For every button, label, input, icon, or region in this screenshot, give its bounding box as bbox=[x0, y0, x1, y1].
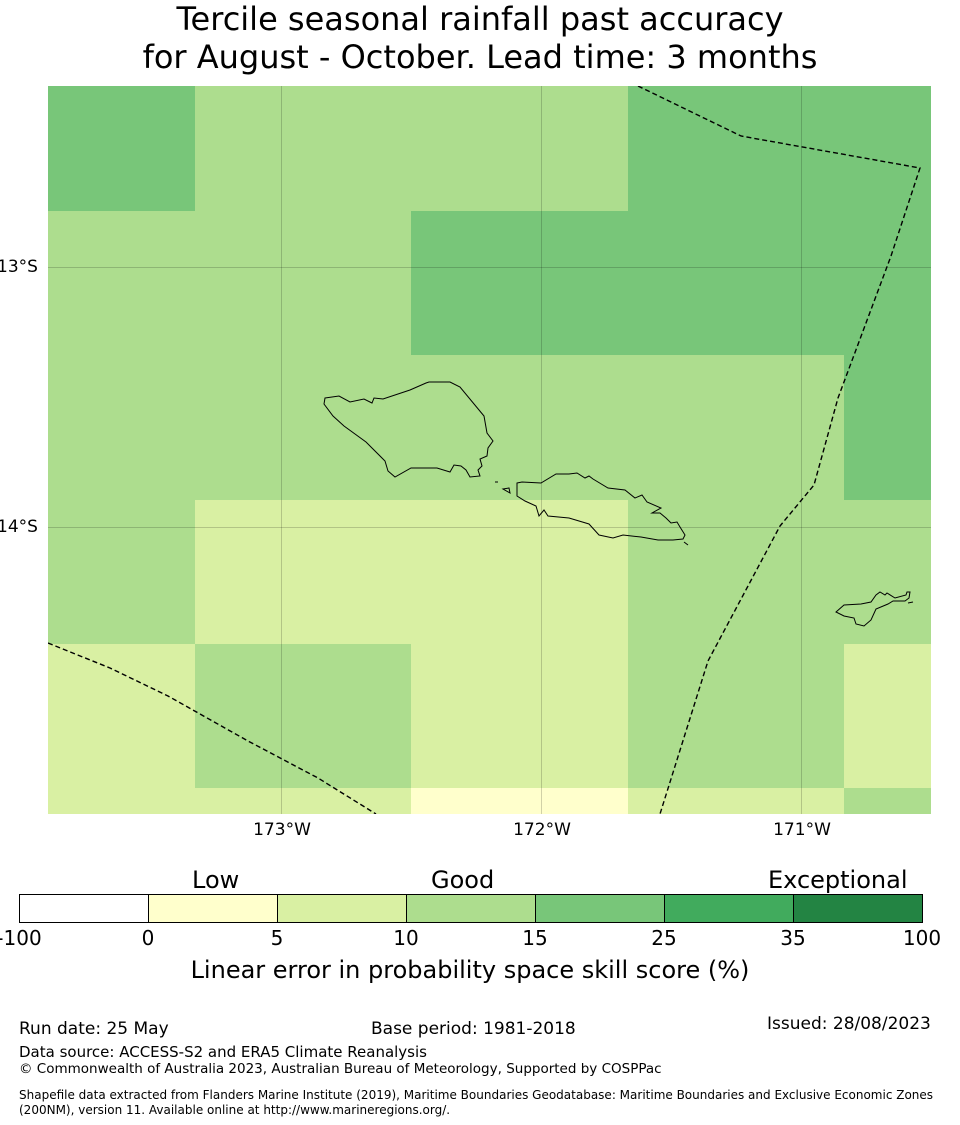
colorbar-tick-label: 0 bbox=[141, 926, 155, 950]
colorbar-segment bbox=[406, 894, 535, 923]
map-cell bbox=[844, 500, 931, 644]
run-date: Run date: 25 May bbox=[19, 1019, 169, 1039]
meridian-173w bbox=[281, 86, 282, 814]
tutuila-island-outline bbox=[835, 591, 911, 627]
map-cell bbox=[48, 355, 195, 500]
title-line-1: Tercile seasonal rainfall past accuracy bbox=[176, 0, 784, 38]
map-cell bbox=[411, 788, 628, 814]
map-cell bbox=[411, 644, 628, 788]
map-cell bbox=[844, 788, 931, 814]
meridian-171w bbox=[801, 86, 802, 814]
upolu-island-outline bbox=[516, 472, 686, 541]
colorbar-tick-label: 5 bbox=[270, 926, 284, 950]
map-overlay bbox=[48, 86, 921, 814]
map-cell bbox=[628, 355, 844, 500]
map-cell bbox=[411, 211, 628, 355]
title-line-2: for August - October. Lead time: 3 month… bbox=[142, 38, 818, 76]
map-cell bbox=[628, 211, 844, 355]
colorbar-category-low: Low bbox=[192, 866, 240, 894]
colorbar-tick-label: 100 bbox=[902, 926, 942, 950]
colorbar-tick-label: 25 bbox=[651, 926, 677, 950]
issued-date: Issued: 28/08/2023 bbox=[767, 1014, 931, 1034]
map-cell bbox=[195, 500, 411, 644]
map-cell bbox=[195, 788, 411, 814]
colorbar-category-exceptional: Exceptional bbox=[768, 866, 908, 894]
map-cell bbox=[48, 644, 195, 788]
lon-label-171w: 171°W bbox=[773, 820, 831, 840]
colorbar-tick-label: 35 bbox=[780, 926, 806, 950]
parallel-14s bbox=[48, 527, 931, 528]
map-cell bbox=[844, 86, 931, 211]
lat-label-13s: 13°S bbox=[0, 257, 38, 277]
map-cell bbox=[195, 86, 411, 211]
parallel-13s bbox=[48, 267, 931, 268]
shapefile-credit-line-1: Shapefile data extracted from Flanders M… bbox=[19, 1088, 934, 1102]
colorbar-segment bbox=[793, 894, 923, 923]
eez-boundaries bbox=[48, 86, 921, 814]
map-cell bbox=[411, 355, 628, 500]
colorbar-tick-label: -100 bbox=[0, 926, 42, 950]
map-cell bbox=[628, 788, 844, 814]
niuatoputapu-fragment bbox=[683, 541, 689, 546]
map-cell bbox=[411, 500, 628, 644]
colorbar-segment bbox=[277, 894, 406, 923]
map-cell bbox=[844, 211, 931, 355]
colorbar-tick-label: 10 bbox=[393, 926, 419, 950]
colorbar-segment bbox=[535, 894, 664, 923]
lat-label-14s: 14°S bbox=[0, 517, 38, 537]
coastlines bbox=[323, 381, 914, 627]
colorbar-segment bbox=[19, 894, 148, 923]
map-cell bbox=[411, 86, 628, 211]
aunuu-island-outline bbox=[907, 601, 914, 604]
map-cell bbox=[628, 644, 844, 788]
map-cell bbox=[48, 211, 195, 355]
map-cell bbox=[844, 644, 931, 788]
shapefile-credit-line-2: (200NM), version 11. Available online at… bbox=[19, 1103, 451, 1117]
lon-label-172w: 172°W bbox=[513, 820, 571, 840]
apolima-island-outline bbox=[501, 487, 511, 494]
skill-map bbox=[48, 86, 931, 814]
lon-label-173w: 173°W bbox=[253, 820, 311, 840]
map-cell bbox=[48, 500, 195, 644]
eez-boundary-east bbox=[637, 86, 921, 814]
map-cell bbox=[628, 500, 844, 644]
colorbar-segment bbox=[148, 894, 277, 923]
map-cell bbox=[48, 86, 195, 211]
eez-boundary-southwest bbox=[48, 642, 377, 814]
map-cell bbox=[195, 355, 411, 500]
map-cell bbox=[628, 86, 844, 211]
map-cell bbox=[48, 788, 195, 814]
colorbar-tick-label: 15 bbox=[522, 926, 548, 950]
chart-title: Tercile seasonal rainfall past accuracy … bbox=[0, 0, 960, 76]
colorbar-label: Linear error in probability space skill … bbox=[190, 956, 750, 984]
map-cell bbox=[195, 644, 411, 788]
colorbar-segment bbox=[664, 894, 793, 923]
base-period: Base period: 1981-2018 bbox=[371, 1019, 576, 1039]
colorbar-category-good: Good bbox=[431, 866, 495, 894]
map-cell bbox=[195, 211, 411, 355]
savaii-island-outline bbox=[323, 381, 494, 478]
map-cell bbox=[844, 355, 931, 500]
copyright: © Commonwealth of Australia 2023, Austra… bbox=[19, 1061, 662, 1077]
data-source: Data source: ACCESS-S2 and ERA5 Climate … bbox=[19, 1043, 427, 1061]
meridian-172w bbox=[541, 86, 542, 814]
